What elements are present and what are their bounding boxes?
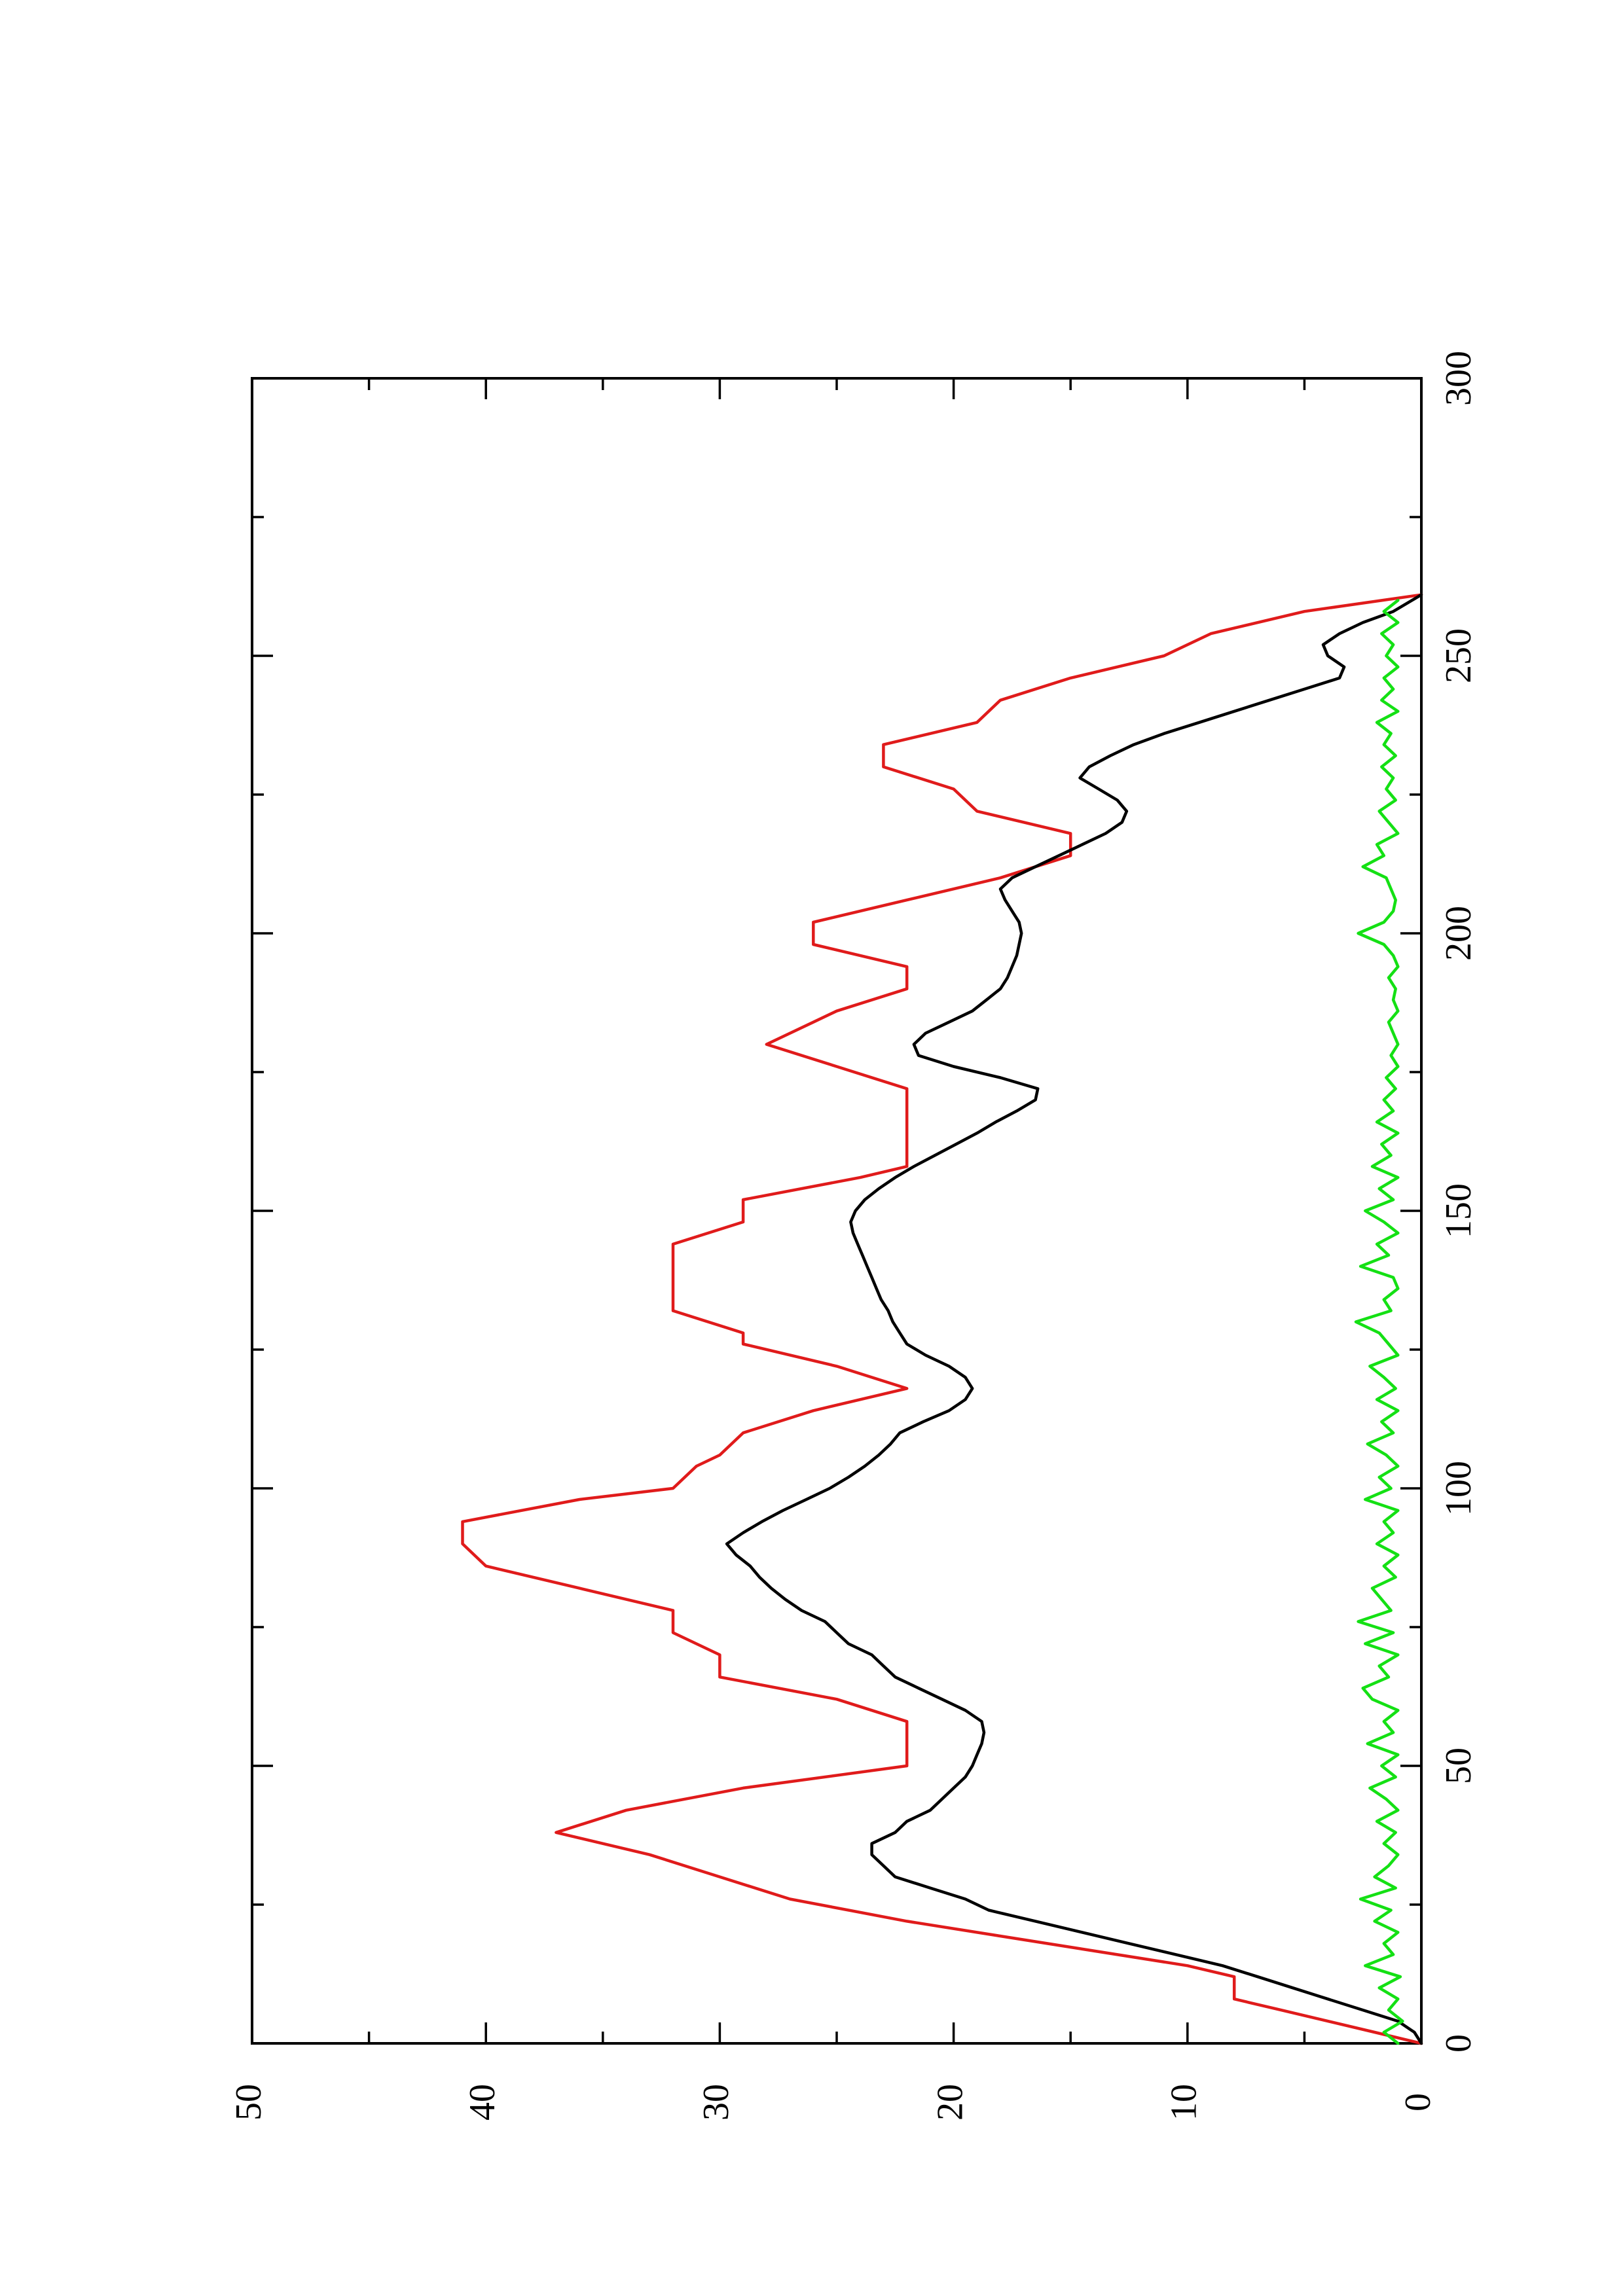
x-tick-label-50: 50 bbox=[1438, 1748, 1479, 1784]
y-tick-label-20: 20 bbox=[930, 2084, 970, 2121]
y-tick-label-40: 40 bbox=[462, 2084, 503, 2121]
series-group bbox=[461, 593, 1423, 2045]
series-line-3 bbox=[1354, 598, 1404, 2045]
y-tick-label-0: 0 bbox=[1398, 2093, 1438, 2111]
x-tick-label-100: 100 bbox=[1438, 1461, 1479, 1516]
y-tick-label-30: 30 bbox=[696, 2084, 737, 2121]
x-tick-label-250: 250 bbox=[1438, 628, 1479, 683]
x-tick-label-150: 150 bbox=[1438, 1183, 1479, 1238]
plot-frame bbox=[251, 377, 1423, 2045]
y-tick-label-50: 50 bbox=[228, 2084, 269, 2121]
axis-tick-labels: 0 50 100 150 200 250 300 0 10 20 30 40 50 bbox=[228, 351, 1479, 2121]
series-line-2 bbox=[725, 593, 1423, 2045]
x-tick-label-300: 300 bbox=[1438, 351, 1479, 406]
x-tick-label-0: 0 bbox=[1438, 2034, 1479, 2053]
axis-ticks bbox=[251, 377, 1423, 2045]
series-line-1 bbox=[461, 593, 1423, 2045]
x-tick-label-200: 200 bbox=[1438, 906, 1479, 961]
y-tick-label-10: 10 bbox=[1164, 2084, 1205, 2121]
